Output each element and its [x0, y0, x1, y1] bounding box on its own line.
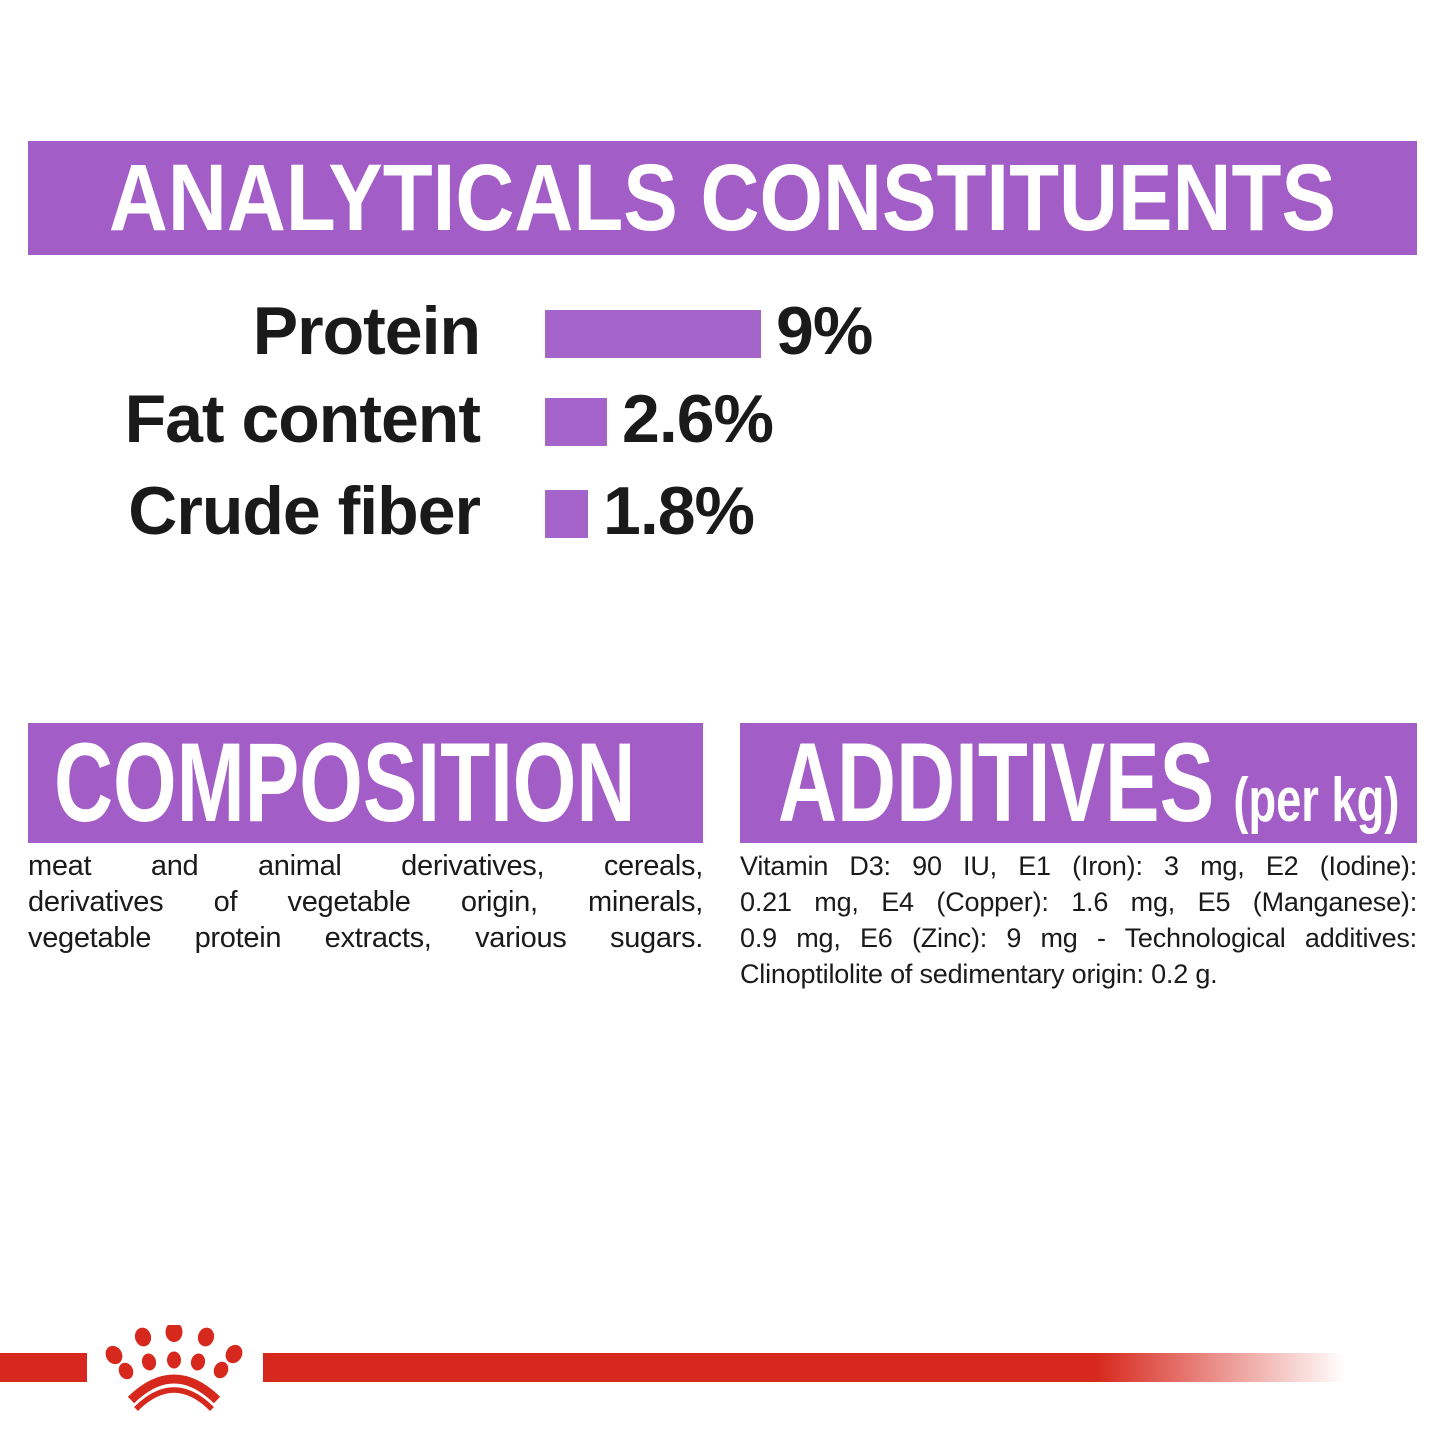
- additives-text: Vitamin D3: 90 IU, E1 (Iron): 3 mg, E2 (…: [740, 848, 1417, 992]
- chart-value-label: 1.8%: [603, 473, 755, 549]
- composition-text: meat and animal derivatives, cereals, de…: [28, 848, 703, 956]
- crown-arc: [127, 1374, 221, 1404]
- additives-heading-unit: (per kg): [1233, 766, 1400, 835]
- crown-dot: [118, 1362, 134, 1380]
- chart-value-label: 2.6%: [622, 381, 774, 457]
- chart-category-label: Fat content: [124, 381, 481, 457]
- crown-dot: [165, 1325, 183, 1342]
- crown-dot: [141, 1353, 157, 1371]
- crown-dot: [105, 1345, 123, 1365]
- composition-line: vegetable protein extracts, various suga…: [28, 922, 703, 954]
- crown-dot: [225, 1344, 243, 1364]
- analyticals-banner: ANALYTICALS CONSTITUENTS: [28, 141, 1417, 255]
- analyticals-title: ANALYTICALS CONSTITUENTS: [108, 144, 1337, 251]
- crown-arc: [134, 1387, 214, 1411]
- crown-dot: [197, 1327, 215, 1347]
- additives-banner: ADDITIVES (per kg): [740, 723, 1417, 843]
- chart-category-label: Crude fiber: [128, 473, 481, 549]
- chart-category-label: Protein: [252, 293, 481, 369]
- chart-bar: [545, 398, 607, 446]
- composition-heading: COMPOSITION: [54, 720, 636, 845]
- chart-row: Crude fiber 1.8%: [0, 473, 755, 549]
- chart-value-label: 9%: [776, 293, 873, 369]
- composition-banner: COMPOSITION: [28, 723, 703, 843]
- chart-row: Protein 9%: [0, 293, 874, 369]
- crown-dot: [167, 1351, 181, 1369]
- red-divider-right: [263, 1353, 1345, 1382]
- crown-dot: [134, 1327, 152, 1347]
- chart-bar: [545, 490, 588, 538]
- additives-line: Vitamin D3: 90 IU, E1 (Iron): 3 mg, E2 (…: [740, 851, 1417, 881]
- composition-line: meat and animal derivatives, cereals,: [28, 850, 703, 882]
- additives-line: 0.9 mg, E6 (Zinc): 9 mg - Technological …: [740, 923, 1417, 953]
- additives-line: 0.21 mg, E4 (Copper): 1.6 mg, E5 (Mangan…: [740, 887, 1417, 917]
- royal-canin-crown-logo: [105, 1325, 243, 1411]
- crown-dot: [213, 1361, 229, 1379]
- additives-line: Clinoptilolite of sedimentary origin: 0.…: [740, 959, 1218, 989]
- composition-line: derivatives of vegetable origin, mineral…: [28, 886, 703, 918]
- crown-dot: [190, 1353, 206, 1371]
- chart-bar: [545, 310, 761, 358]
- additives-heading-main: ADDITIVES: [778, 720, 1215, 845]
- chart-row: Fat content 2.6%: [0, 381, 774, 457]
- additives-heading: ADDITIVES (per kg): [778, 727, 1399, 839]
- red-divider-left: [0, 1353, 87, 1382]
